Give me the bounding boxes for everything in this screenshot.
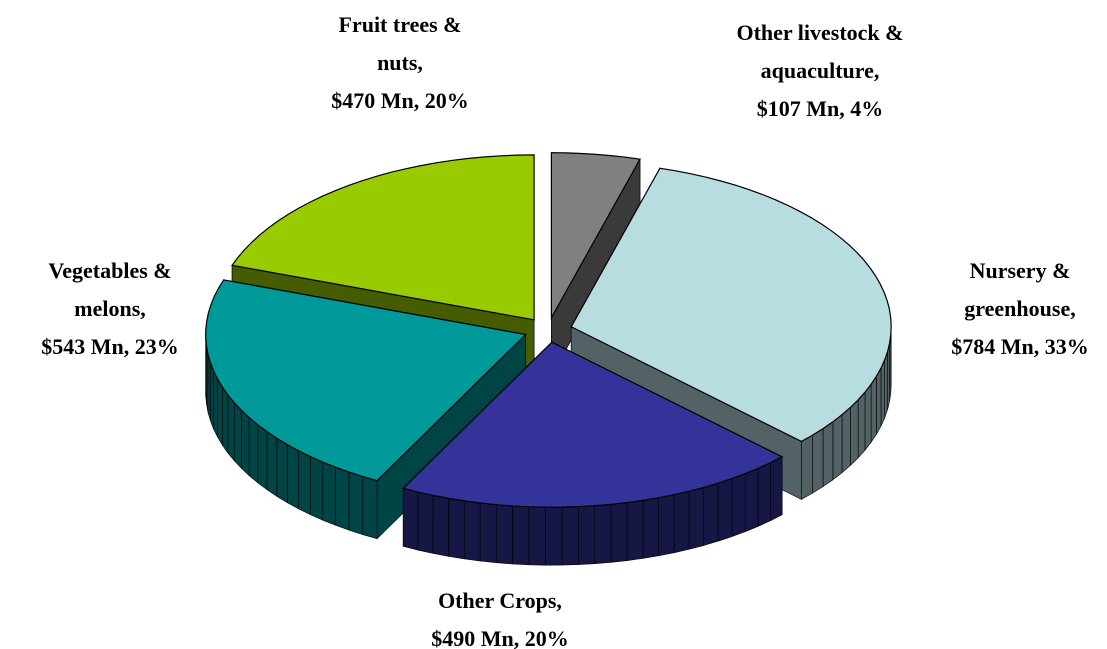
slice-side: [335, 466, 350, 531]
slice-side: [417, 491, 434, 554]
category-label: Other livestock & aquaculture,: [736, 20, 904, 83]
slice-side: [757, 462, 771, 527]
slice-side: [850, 399, 859, 467]
slice-side: [348, 471, 364, 536]
slice-side: [479, 502, 497, 564]
value-label: $490 Mn, 20%: [431, 626, 569, 649]
slice-side: [207, 354, 211, 421]
value-label: $543 Mn, 23%: [41, 334, 179, 359]
slice-side: [857, 391, 866, 459]
slice-side: [832, 414, 843, 481]
slice-side: [432, 495, 449, 557]
slice-side: [561, 506, 579, 566]
slice-side: [248, 417, 259, 484]
slice-side: [642, 497, 659, 559]
slice-side: [210, 362, 214, 430]
slice-side: [287, 444, 300, 510]
slice-side: [213, 370, 218, 438]
slice-side: [298, 450, 311, 516]
slice-label: Nursery & greenhouse, $784 Mn, 33%: [945, 252, 1095, 366]
slice-label: Other Crops, $490 Mn, 20%: [350, 582, 650, 649]
slice-side: [841, 406, 851, 474]
slice-side: [812, 428, 824, 494]
slice-side: [626, 500, 644, 561]
slice-side: [870, 375, 877, 444]
slice-side: [864, 383, 872, 452]
slice-side: [512, 505, 530, 566]
slice-side: [276, 437, 288, 504]
slice-side: [880, 359, 886, 427]
slice-side: [322, 461, 337, 526]
slice-side: [528, 506, 546, 566]
slice-side: [402, 487, 419, 551]
slice: [402, 341, 784, 508]
slice-side: [222, 386, 229, 454]
slice-side: [673, 490, 690, 554]
slice-side: [876, 366, 882, 436]
slice-side: [257, 424, 268, 491]
slice-side: [362, 476, 378, 540]
category-label: Fruit trees & nuts,: [338, 12, 462, 75]
slice-side: [744, 467, 759, 533]
slice-side: [731, 473, 746, 538]
slice-side: [234, 402, 242, 470]
slice-side: [717, 478, 733, 542]
slice-side: [448, 498, 465, 560]
slice-side: [545, 506, 563, 566]
slice-label: Other livestock & aquaculture, $107 Mn, 4…: [720, 14, 920, 128]
slice-side: [577, 505, 596, 565]
slice-side: [217, 378, 223, 447]
slice-side: [610, 502, 628, 563]
value-label: $107 Mn, 4%: [756, 96, 884, 121]
slice-side: [822, 421, 834, 488]
slice-side: [884, 351, 888, 418]
slice-side: [310, 456, 324, 521]
slice-side: [227, 394, 235, 462]
value-label: $470 Mn, 20%: [331, 88, 469, 113]
slice: [550, 152, 641, 321]
slice-side: [495, 504, 513, 565]
slice-side: [463, 500, 481, 562]
category-label: Nursery & greenhouse,: [964, 258, 1076, 321]
category-label: Other Crops,: [438, 588, 562, 613]
slice-side: [266, 431, 278, 497]
slice-label: Fruit trees & nuts, $470 Mn, 20%: [325, 6, 475, 120]
slice: [231, 154, 535, 321]
slice-label: Vegetables & melons, $543 Mn, 23%: [41, 252, 179, 366]
slice-side: [594, 504, 612, 565]
slice-side: [801, 434, 813, 500]
slice-side: [241, 409, 250, 477]
slice: [570, 167, 892, 443]
slice-side: [769, 456, 783, 522]
slice-side: [658, 494, 675, 557]
value-label: $784 Mn, 33%: [951, 334, 1089, 359]
slice-side: [688, 487, 705, 550]
slice-side: [703, 482, 719, 546]
slice: [205, 279, 527, 482]
category-label: Vegetables & melons,: [48, 258, 172, 321]
